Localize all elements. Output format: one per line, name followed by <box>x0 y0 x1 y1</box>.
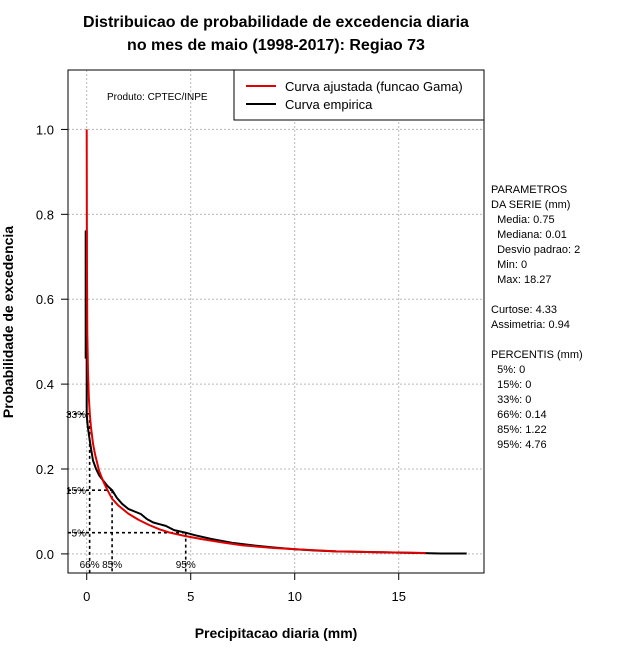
param-line-4: Desvio padrao: 2 <box>491 244 580 256</box>
param-line-14: 33%: 0 <box>491 394 531 406</box>
param-line-13: 15%: 0 <box>491 379 531 391</box>
param-line-9: Assimetria: 0.94 <box>491 319 570 331</box>
series-group <box>84 129 467 555</box>
x-tick-label-0: 0 <box>83 589 90 604</box>
param-line-2: Media: 0.75 <box>491 214 555 226</box>
product-label: Produto: CPTEC/INPE <box>107 92 208 103</box>
y-tick-label-4: 0.8 <box>36 207 54 222</box>
x-tick-label-1: 5 <box>187 589 194 604</box>
y-tick-label-2: 0.4 <box>36 377 54 392</box>
x-axis-label: Precipitacao diaria (mm) <box>195 625 358 641</box>
param-line-16: 85%: 1.22 <box>491 424 547 436</box>
percentile-y-label-2: 33% <box>66 410 86 421</box>
param-line-12: 5%: 0 <box>491 364 525 376</box>
series-line-empirical <box>84 230 467 555</box>
x-tick-label-2: 10 <box>287 589 301 604</box>
percentile-x-label-0: 66% <box>80 560 100 571</box>
percentile-guides: 5% 15% 33% 66% 85% 95% <box>66 410 196 573</box>
legend-label-empirical: Curva empirica <box>285 97 373 112</box>
percentile-x-label-2: 95% <box>176 560 196 571</box>
param-line-6: Max: 18.27 <box>491 274 552 286</box>
legend-box <box>233 69 485 121</box>
chart-title-line-1: Distribuicao de probabilidade de exceden… <box>83 14 469 31</box>
percentile-y-label-1: 15% <box>66 486 86 497</box>
y-tick-label-5: 1.0 <box>36 122 54 137</box>
legend-label-fitted: Curva ajustada (funcao Gama) <box>285 79 463 94</box>
series-line-fitted <box>85 129 426 554</box>
param-line-17: 95%: 4.76 <box>491 439 547 451</box>
percentile-x-label-1: 85% <box>102 560 122 571</box>
axes: 0 5 10 15 0.0 0.2 0.4 0.6 0.8 1.0 <box>36 122 406 604</box>
y-tick-label-0: 0.0 <box>36 547 54 562</box>
y-tick-label-3: 0.6 <box>36 292 54 307</box>
param-line-1: DA SERIE (mm) <box>491 199 570 211</box>
parameters-panel: PARAMETROS DA SERIE (mm) Media: 0.75 Medi… <box>491 184 583 451</box>
chart-title-line-2: no mes de maio (1998-2017): Regiao 73 <box>127 37 425 54</box>
param-line-5: Min: 0 <box>491 259 527 271</box>
legend: Curva ajustada (funcao Gama) Curva empir… <box>233 69 485 121</box>
param-line-3: Mediana: 0.01 <box>491 229 567 241</box>
param-line-11: PERCENTIS (mm) <box>491 349 583 361</box>
percentile-y-label-0: 5% <box>72 529 87 540</box>
y-axis-label: Probabilidade de excedencia <box>0 226 16 418</box>
param-line-8: Curtose: 4.33 <box>491 304 557 316</box>
x-tick-label-3: 15 <box>391 589 405 604</box>
param-line-0: PARAMETROS <box>491 184 567 196</box>
grid <box>68 70 484 573</box>
param-line-15: 66%: 0.14 <box>491 409 547 421</box>
y-tick-label-1: 0.2 <box>36 462 54 477</box>
plot-frame <box>67 69 485 574</box>
